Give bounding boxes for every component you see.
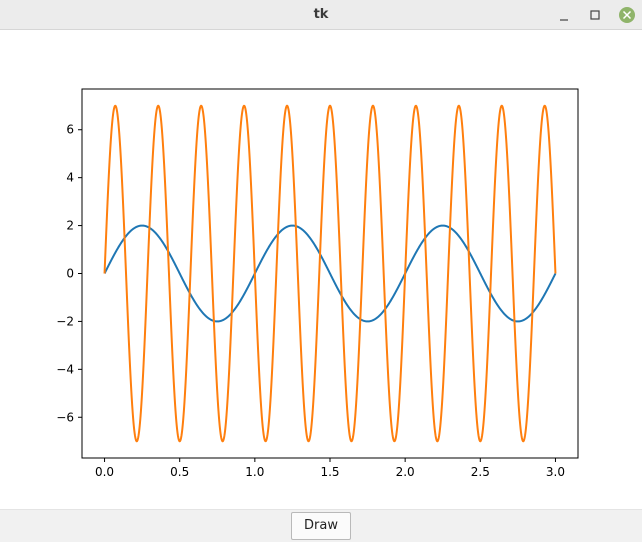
series-line-2	[103, 104, 557, 443]
y-tick-label: −2	[56, 314, 74, 328]
minimize-icon	[560, 19, 568, 21]
x-tick-label: 2.0	[396, 465, 415, 479]
y-tick-label: −4	[56, 362, 74, 376]
y-tick-label: −6	[56, 410, 74, 424]
y-tick-label: 2	[66, 219, 74, 233]
series-line-1	[103, 224, 557, 323]
plot-canvas: 0.0 0.5 1.0 1.5 2.0 2.5 3.0 −6 −4 −2 0 2 4 6	[0, 31, 642, 509]
button-bar: Draw	[0, 509, 642, 542]
x-tick-label: 0.5	[170, 465, 189, 479]
x-tick-label: 1.0	[245, 465, 264, 479]
line-chart: 0.0 0.5 1.0 1.5 2.0 2.5 3.0 −6 −4 −2 0 2 4 6	[56, 88, 579, 479]
x-tick-label: 2.5	[471, 465, 490, 479]
maximize-icon	[590, 10, 600, 20]
x-tick-label: 1.5	[320, 465, 339, 479]
close-button[interactable]	[617, 5, 637, 25]
x-tick-label: 0.0	[95, 465, 114, 479]
window-title: tk	[313, 7, 329, 22]
y-tick-label: 0	[66, 267, 74, 281]
draw-button[interactable]: Draw	[291, 512, 351, 540]
close-icon	[619, 7, 635, 23]
maximize-button[interactable]	[585, 5, 605, 25]
y-tick-label: 6	[66, 123, 74, 137]
x-tick-label: 3.0	[546, 465, 565, 479]
title-bar: tk	[0, 0, 642, 30]
y-tick-label: 4	[66, 171, 74, 185]
minimize-button[interactable]	[555, 5, 575, 25]
